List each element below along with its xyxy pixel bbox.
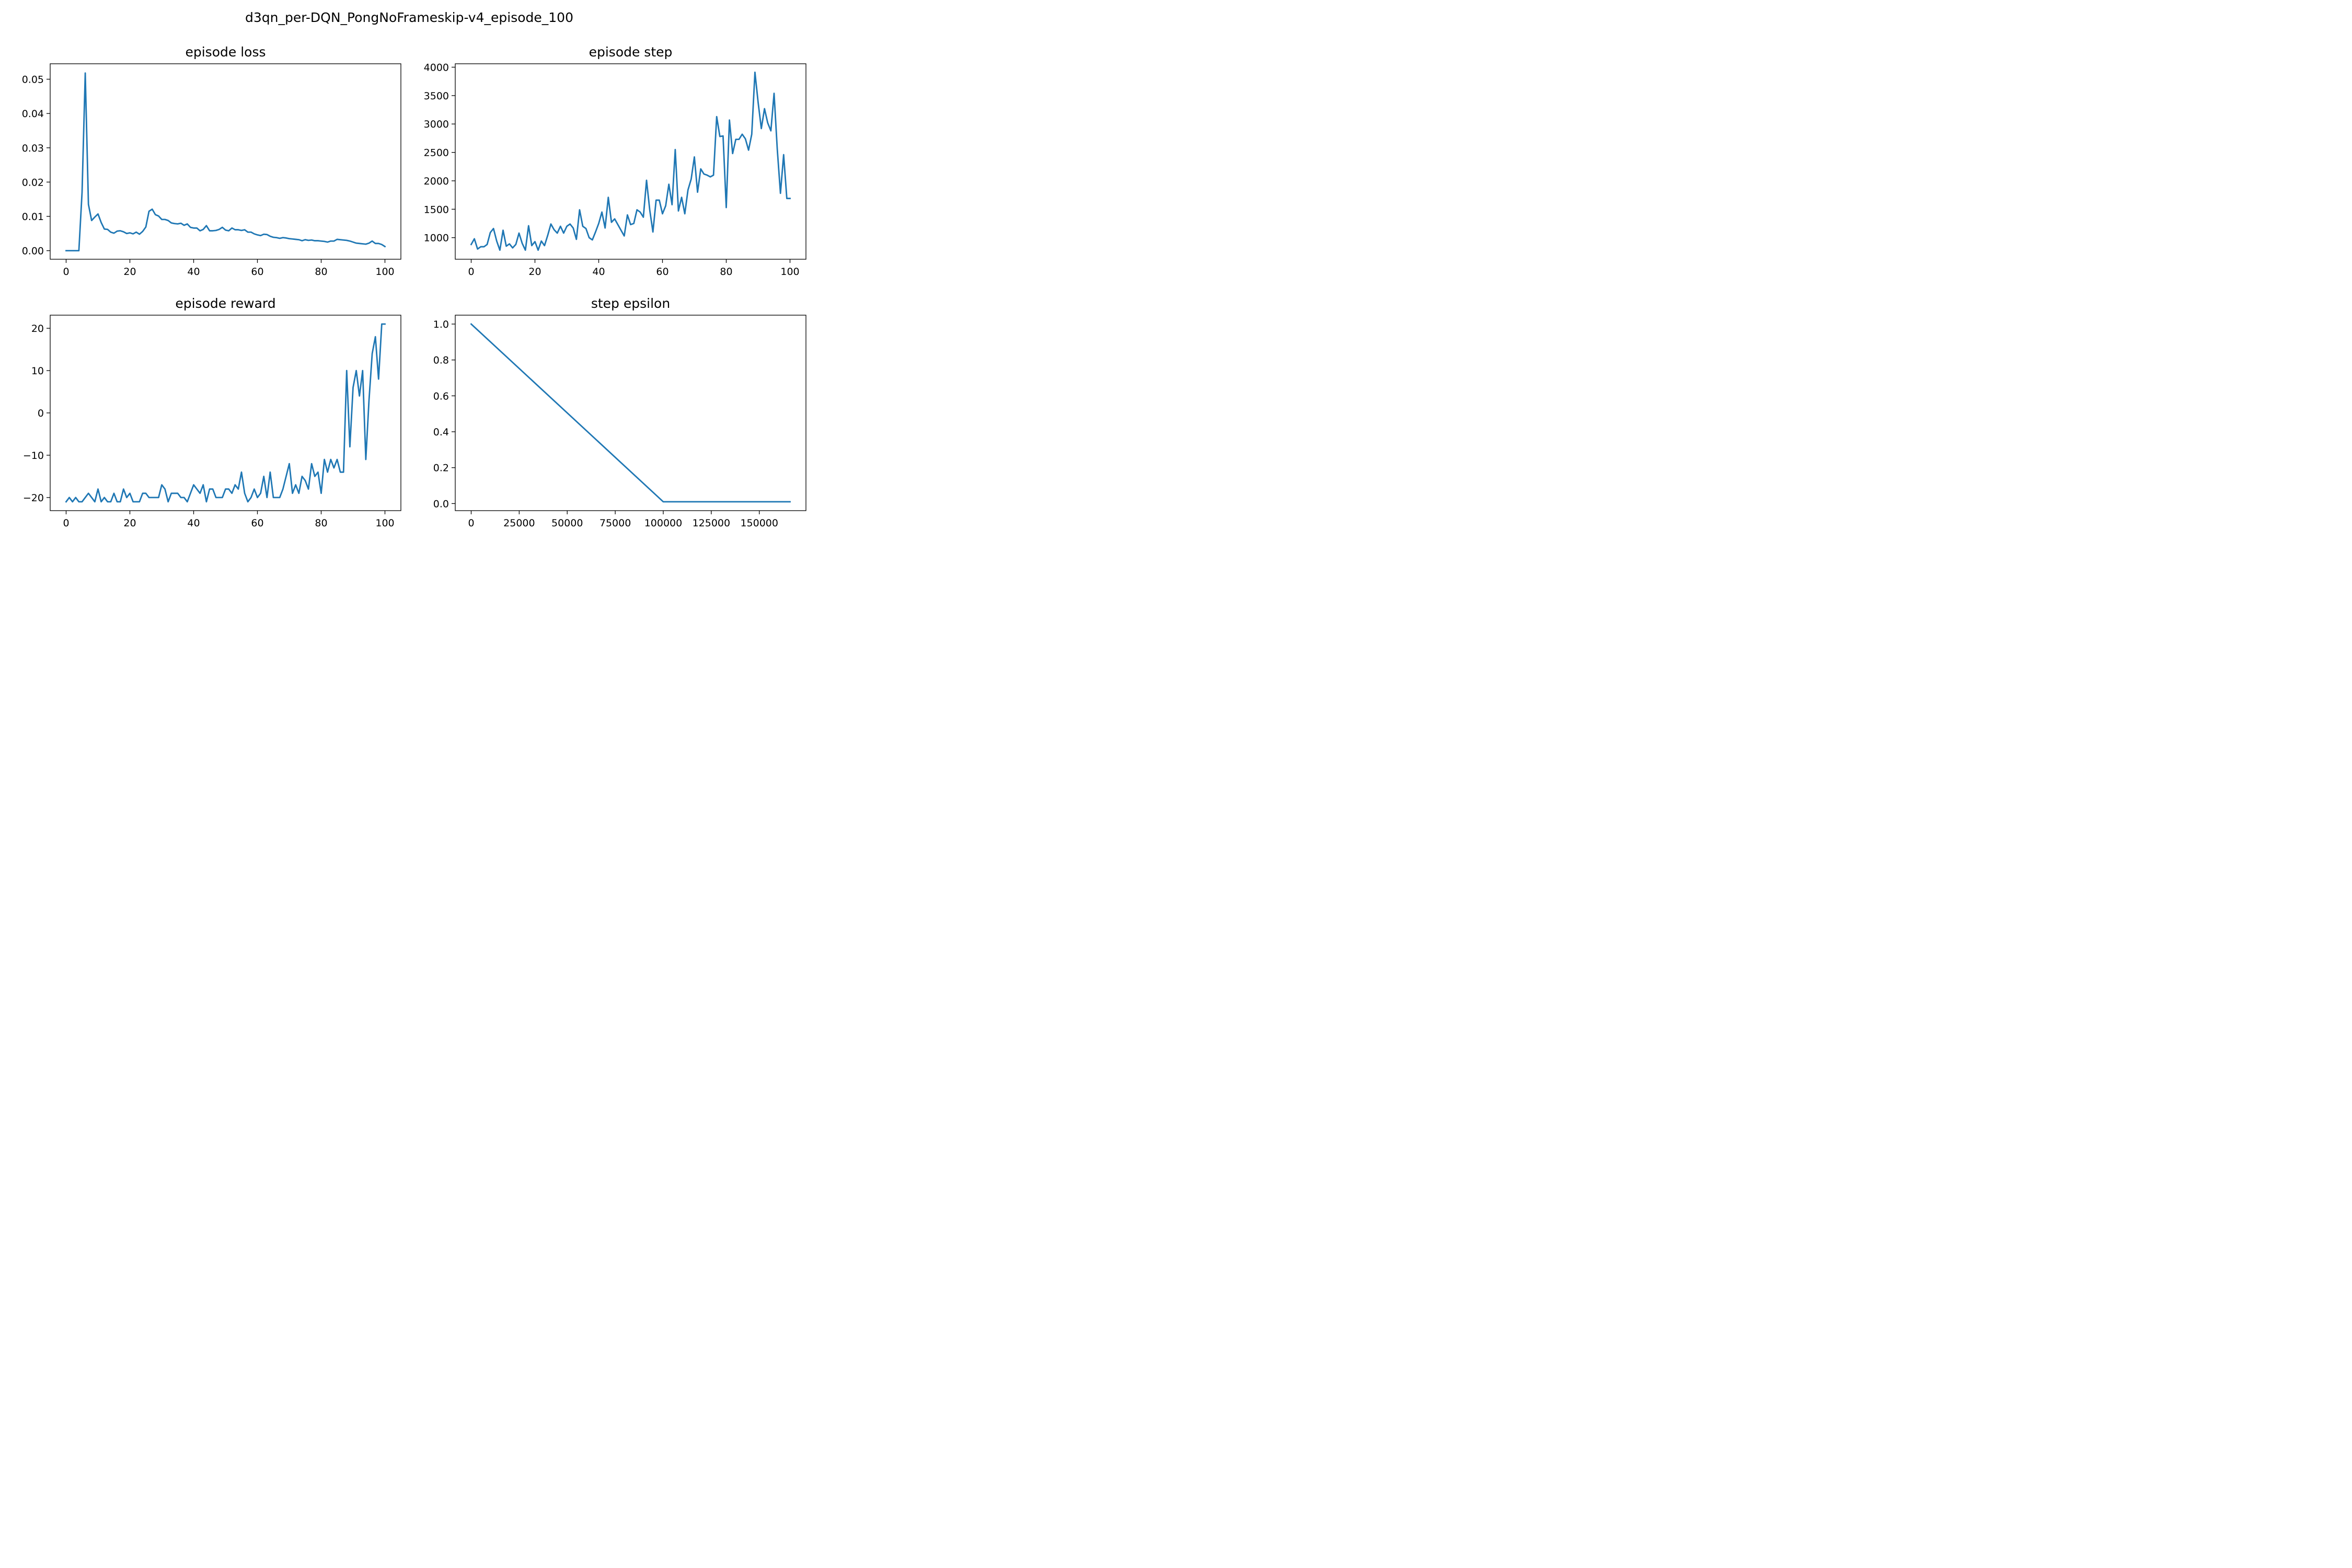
axes-frame-epsilon [455, 315, 806, 511]
y-tick-label-step-1: 1500 [424, 204, 449, 215]
x-tick-label-loss-5: 100 [375, 266, 394, 278]
x-tick-label-step-5: 100 [780, 266, 799, 278]
y-tick-label-loss-2: 0.02 [22, 177, 44, 188]
y-tick-label-epsilon-0: 0.0 [433, 498, 449, 510]
series-line-reward [65, 323, 386, 503]
y-tick-label-step-4: 3000 [424, 119, 449, 130]
y-tick-label-reward-2: 0 [38, 408, 44, 419]
x-tick-label-epsilon-1: 25000 [503, 517, 535, 529]
x-tick-label-loss-0: 0 [63, 266, 69, 278]
subplot-loss: episode loss 0 20 40 60 80 100 0.00 0.01 0.02 0.03… [22, 44, 401, 278]
x-tick-label-reward-4: 80 [315, 517, 327, 529]
y-tick-label-epsilon-5: 1.0 [433, 319, 449, 330]
x-tick-label-epsilon-6: 150000 [740, 517, 778, 529]
x-tick-label-loss-4: 80 [315, 266, 327, 278]
y-tick-label-loss-3: 0.03 [22, 143, 44, 154]
y-tick-label-reward-0: −20 [23, 492, 44, 504]
y-tick-label-step-0: 1000 [424, 233, 449, 244]
y-tick-label-epsilon-2: 0.4 [433, 426, 449, 438]
x-tick-label-epsilon-4: 100000 [644, 517, 683, 529]
x-tick-label-loss-1: 20 [123, 266, 136, 278]
series-line-loss [65, 72, 386, 252]
x-tick-label-epsilon-5: 125000 [693, 517, 731, 529]
x-tick-label-reward-0: 0 [63, 517, 69, 529]
axes-frame-loss [50, 63, 401, 260]
subplot-step: episode step 0 20 40 60 80 100 1000 1500 2000 2500… [424, 44, 806, 278]
y-tick-label-step-2: 2000 [424, 176, 449, 187]
y-tick-label-loss-4: 0.04 [22, 108, 44, 120]
y-tick-label-step-5: 3500 [424, 90, 449, 102]
y-tick-label-step-3: 2500 [424, 147, 449, 159]
y-tick-label-reward-1: −10 [23, 450, 44, 462]
series-line-step [470, 71, 791, 251]
x-tick-label-epsilon-0: 0 [468, 517, 474, 529]
y-tick-label-epsilon-1: 0.2 [433, 463, 449, 474]
figure: d3qn_per-DQN_PongNoFrameskip-v4_episode_… [22, 10, 806, 529]
x-tick-label-step-2: 40 [592, 266, 605, 278]
y-tick-label-step-6: 4000 [424, 62, 449, 74]
x-tick-label-epsilon-2: 50000 [551, 517, 583, 529]
x-tick-label-reward-1: 20 [123, 517, 136, 529]
x-tick-label-reward-2: 40 [187, 517, 200, 529]
subplot-title-loss: episode loss [185, 44, 266, 60]
y-tick-label-reward-3: 10 [31, 365, 44, 377]
x-tick-label-step-4: 80 [720, 266, 732, 278]
subplot-title-step: episode step [589, 44, 673, 60]
y-tick-label-epsilon-4: 0.8 [433, 355, 449, 366]
x-tick-label-reward-3: 60 [251, 517, 263, 529]
y-tick-label-epsilon-3: 0.6 [433, 390, 449, 402]
x-tick-label-loss-3: 60 [251, 266, 263, 278]
subplot-title-epsilon: step epsilon [591, 296, 670, 311]
x-tick-label-step-1: 20 [528, 266, 541, 278]
subplot-epsilon: step epsilon 0 25000 50000 75000 100000 125000… [433, 296, 806, 529]
series-line-epsilon [470, 323, 791, 503]
x-tick-label-reward-5: 100 [375, 517, 394, 529]
subplot-reward: episode reward 0 20 40 60 80 100 −20 −10 0 10 20 [23, 296, 401, 529]
axes-frame-step [455, 63, 806, 260]
x-tick-label-loss-2: 40 [187, 266, 200, 278]
y-tick-label-loss-1: 0.01 [22, 211, 44, 223]
x-tick-label-step-3: 60 [656, 266, 668, 278]
y-tick-label-reward-4: 20 [31, 323, 44, 335]
x-tick-label-epsilon-3: 75000 [599, 517, 631, 529]
y-tick-label-loss-5: 0.05 [22, 74, 44, 86]
subplot-title-reward: episode reward [175, 296, 275, 311]
y-tick-label-loss-0: 0.00 [22, 246, 44, 257]
x-tick-label-step-0: 0 [468, 266, 474, 278]
figure-title: d3qn_per-DQN_PongNoFrameskip-v4_episode_… [245, 10, 573, 25]
